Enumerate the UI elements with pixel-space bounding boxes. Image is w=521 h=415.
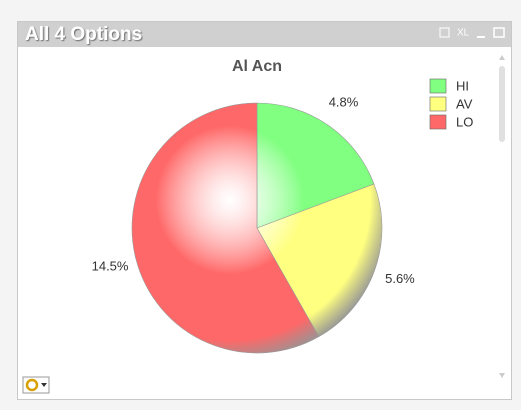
data-label: 14.5%	[92, 258, 129, 273]
minimize-button[interactable]	[477, 36, 485, 38]
data-label: 4.8%	[329, 94, 359, 109]
window-title: All 4 Options	[25, 24, 142, 45]
scroll-down[interactable]	[499, 373, 505, 378]
chart-title: Al Acn	[232, 58, 282, 75]
data-label: 5.6%	[385, 271, 415, 286]
legend-label: HI	[456, 78, 469, 93]
legend-swatch	[429, 114, 447, 130]
scroll-up[interactable]	[499, 55, 505, 60]
print-button[interactable]	[439, 27, 450, 38]
plot: 4.8% 5.6% 14.5% HI AV LO	[92, 78, 473, 354]
scrollbar[interactable]	[498, 55, 506, 385]
pie-slice	[131, 102, 320, 354]
pie-slice	[256, 102, 375, 229]
chart-menu-button[interactable]	[22, 376, 50, 394]
title-bar	[18, 22, 511, 47]
legend-swatch	[429, 78, 447, 94]
maximize-button[interactable]	[493, 27, 505, 38]
legend-label: LO	[456, 114, 473, 129]
scrollbar-thumb[interactable]	[499, 66, 505, 142]
legend-swatch	[429, 96, 447, 112]
export-button[interactable]: XL	[457, 28, 470, 39]
pie-slice	[256, 183, 383, 338]
legend-label: AV	[456, 96, 473, 111]
